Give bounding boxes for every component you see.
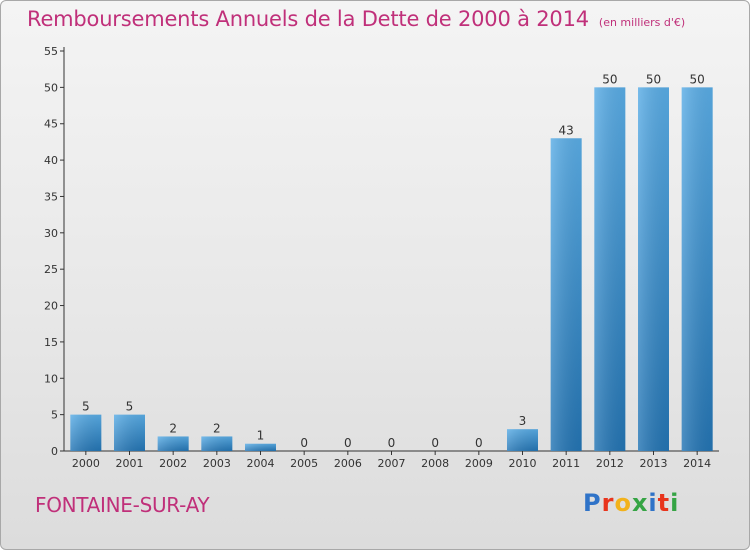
x-tick-label: 2011 [552, 457, 580, 470]
chart-unit-text: (en milliers d'€) [598, 16, 686, 29]
bar-shade [594, 87, 626, 451]
bar-shade [507, 429, 538, 451]
bar-layer [70, 87, 713, 452]
x-tick-label: 2012 [596, 457, 624, 470]
y-tick-label: 0 [51, 445, 58, 458]
y-tick-label: 30 [44, 227, 58, 240]
bar-shade [114, 414, 145, 451]
bar-shade [681, 87, 713, 451]
bar-shade [638, 87, 669, 451]
bar-value-label: 5 [82, 400, 90, 414]
x-tick-label: 2005 [290, 457, 318, 470]
chart-title-text: Remboursements Annuels de la Dette de 20… [27, 7, 589, 31]
bar-value-label: 0 [300, 436, 308, 450]
bar-value-label: 0 [431, 436, 439, 450]
bar-shade [245, 443, 276, 451]
bar-value-label: 43 [559, 123, 574, 137]
chart-title: Remboursements Annuels de la Dette de 20… [27, 7, 685, 31]
x-tick-label: 2004 [247, 457, 275, 470]
bar-value-label: 0 [388, 436, 396, 450]
bar-value-label: 2 [169, 421, 177, 435]
bar-value-label: 50 [602, 72, 617, 86]
y-tick-label: 5 [51, 409, 58, 422]
bar-value-label: 50 [690, 72, 705, 86]
logo-letter: o [614, 489, 632, 517]
logo-letter: i [648, 489, 658, 517]
commune-name: FONTAINE-SUR-AY [35, 493, 210, 517]
bar-value-label: 0 [475, 436, 483, 450]
x-tick-label: 2003 [203, 457, 231, 470]
x-tick-label: 2008 [421, 457, 449, 470]
logo-letter: t [657, 489, 671, 517]
bar-shade [201, 436, 233, 451]
logo-letter: P [583, 489, 602, 517]
logo-letter: r [601, 489, 615, 517]
y-tick-label: 20 [44, 300, 58, 313]
proxiti-logo: Proxiti [583, 489, 679, 517]
x-tick-label: 2006 [334, 457, 362, 470]
bar-value-label: 2 [213, 421, 221, 435]
x-tick-label: 2013 [640, 457, 668, 470]
bar-value-label: 5 [126, 400, 134, 414]
x-tick-label: 2007 [378, 457, 406, 470]
y-tick-label: 55 [44, 45, 58, 58]
x-tick-label: 2010 [509, 457, 537, 470]
bar-value-label: 0 [344, 436, 352, 450]
bar-shade [550, 138, 582, 452]
y-tick-label: 25 [44, 263, 58, 276]
bar-value-label: 50 [646, 72, 661, 86]
x-tick-label: 2001 [116, 457, 144, 470]
y-tick-label: 50 [44, 81, 58, 94]
label-layer: 5 5 2 2 1 0 0 0 0 0 3 43 50 50 50 [82, 72, 705, 450]
bar-value-label: 3 [519, 414, 527, 428]
bar-shade [157, 436, 189, 451]
y-tick-label: 10 [44, 372, 58, 385]
y-tick-label: 35 [44, 190, 58, 203]
logo-letter: i [670, 489, 680, 517]
bar-shade [70, 414, 102, 451]
bar-value-label: 1 [257, 429, 265, 443]
x-tick-label: 2014 [683, 457, 711, 470]
logo-letter: x [631, 489, 649, 517]
x-tick-label: 2009 [465, 457, 493, 470]
x-tick-label: 2000 [72, 457, 100, 470]
y-tick-label: 45 [44, 118, 58, 131]
y-tick-label: 40 [44, 154, 58, 167]
x-tick-label: 2002 [159, 457, 187, 470]
y-tick-label: 15 [44, 336, 58, 349]
